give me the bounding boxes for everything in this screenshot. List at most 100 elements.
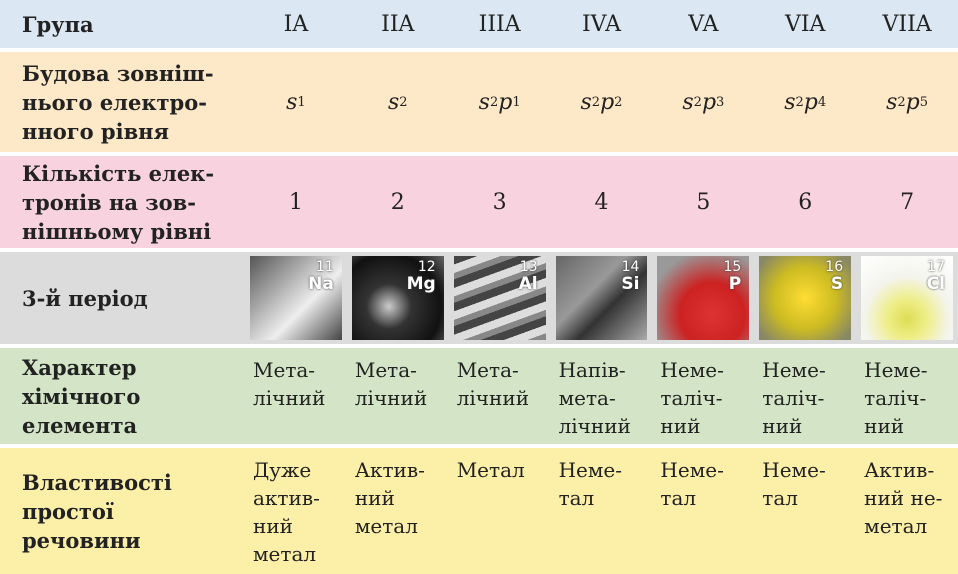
element-label: 11 Na [308,259,334,294]
text-cell: Актив-ний не-метал [856,448,958,574]
text-line: Неме- [864,358,928,382]
element-label: 15 P [723,259,742,294]
element-photo: 13 Al [453,256,546,340]
text-line: лічний [456,386,530,410]
element-photo: 12 Mg [351,256,444,340]
text-line: Мета- [456,358,519,382]
text-cell: Неме-тал [551,448,653,574]
text-line: ний [762,414,803,438]
text-line: Актив- [354,458,425,482]
text-line: тал [660,486,697,510]
text-line: Кількість елек- [22,160,215,186]
text-cell: Дуже актив-ний метал [245,448,347,574]
text-cell: Напів-мета-лічний [551,348,653,444]
text-line: таліч- [660,386,723,410]
electron-count: 2 [489,94,499,110]
element-label: 12 Mg [406,259,436,294]
text-line: Актив- [864,458,935,482]
electron-number: 6 [798,189,813,215]
electron-count: 3 [716,94,725,110]
element-cell: 17 Cl [856,252,958,344]
text-line: ний [864,414,905,438]
element-label: 16 S [825,260,844,294]
element-symbol: S [830,274,844,294]
text-line: таліч- [864,386,927,410]
text-cell: Метал [449,448,551,574]
element-symbol: Cl [926,274,945,294]
row-label: 3-й період [0,252,245,344]
element-photo: 16 S [759,256,852,340]
text-line: Неме- [660,358,724,382]
element-symbol: Mg [406,274,436,294]
atomic-number: 12 [417,259,436,275]
electron-count: 2 [399,94,408,110]
element-photo: 11 Na [250,256,342,340]
group-name: VIA [784,11,826,37]
group-name: IIIA [478,11,521,37]
element-cell: 12 Mg [347,252,449,344]
electron-count: 4 [817,94,827,110]
text-line: 3-й період [22,285,148,311]
text-line: Неме- [660,458,724,482]
element-symbol: Al [518,274,538,294]
orbital: s [784,89,796,115]
period3-row: 3-й період 11 Na 12 Mg 13 Al 14 Si 15 P 16 S 17 Cl [0,252,958,344]
text-cell: Неме-таліч-ний [754,348,856,444]
text-cell: Мета-лічний [449,348,551,444]
row-label: Будова зовніш-нього електро-нного рівня [0,52,245,152]
text-line: Характер [22,354,137,380]
text-line: ний не- [864,486,943,510]
text-line: Неме- [762,358,826,382]
element-photo: 14 Si [555,256,648,340]
text-line: метал [253,542,317,566]
text-line: лічний [558,414,631,438]
text-line: таліч- [762,386,825,410]
text-line: Дуже [253,458,312,482]
group-name: VIIA [882,11,932,37]
group-name: IVA [581,11,621,37]
element-cell: 13 Al [449,252,551,344]
atomic-number: 17 [927,259,945,275]
electron-number: 5 [696,189,711,215]
row-label: Група [0,0,245,48]
element-cell: 14 Si [551,252,653,344]
text-line: Мета- [253,358,316,382]
orbital: s [286,89,298,115]
electron-number: 7 [900,189,915,215]
text-cell: Неме-таліч-ний [856,348,958,444]
orbital: s [886,89,898,115]
header-row: Група IA IIA IIIA IVA VA VIA VIIA [0,0,958,48]
text-line: елемента [22,412,138,438]
element-label: 13 Al [518,260,538,294]
text-line: метал [354,514,418,538]
text-line: ний [660,414,701,438]
text-line: простої [22,498,114,524]
element-symbol: Si [621,274,640,294]
electron_count-row: Кількість елек-тронів на зов-нішньому рі… [0,156,958,248]
orbital: p [905,89,920,115]
row-label: Властивості простої речовини [0,448,245,574]
text-line: ний [354,486,395,510]
text-cell: Неме-тал [754,448,856,574]
text-line: речовини [22,527,141,553]
group-name: IA [283,11,309,37]
text-line: лічний [354,386,428,410]
text-line: Напів- [558,358,626,382]
orbital: p [803,89,818,115]
text-line: тал [762,486,798,510]
element-symbol: Na [308,274,334,294]
text-line: метал [864,514,928,538]
orbital: s [682,89,694,115]
text-line: мета- [558,386,616,410]
text-cell: Неме-тал [652,448,754,574]
atomic-number: 15 [723,259,742,275]
text-line: Будова зовніш- [22,60,214,86]
row-label: Характер хімічного елемента [0,348,245,444]
element-label: 17 Cl [926,259,945,294]
atomic-number: 14 [621,259,640,275]
atomic-number: 11 [316,259,334,275]
